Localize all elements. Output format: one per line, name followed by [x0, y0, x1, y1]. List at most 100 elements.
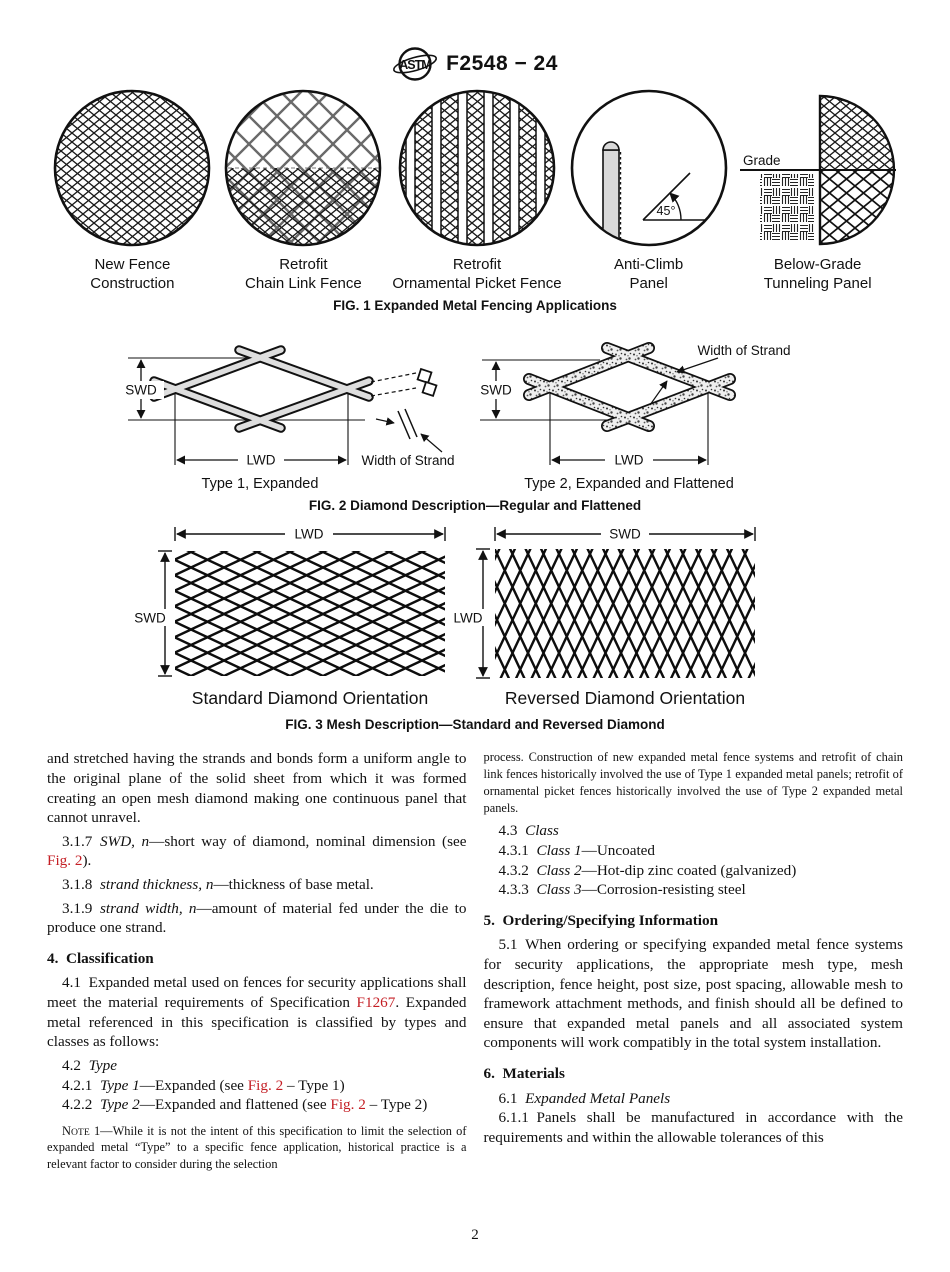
text-run: 5.1 When ordering or specifying expanded…: [483, 936, 904, 1052]
text-run: 4.2: [62, 1056, 89, 1074]
right-column: process. Construction of new expanded me…: [484, 749, 904, 1173]
width-of-strand-label: Width of Strand: [361, 453, 454, 468]
section-heading-6: 6. Materials: [484, 1064, 904, 1084]
diamond-description-diagram: SWD LWD Width of Strand Type 1, Expanded: [118, 342, 791, 492]
text-run: —Hot-dip zinc coated (galvanized): [581, 861, 797, 879]
text-run: Class 1: [536, 841, 582, 859]
anti-climb-illustration: 45°: [570, 89, 727, 247]
fig1-below-grade: Grade Below-Grade Tunneling Panel: [736, 88, 900, 293]
astm-logo-icon: ASTM: [393, 47, 438, 81]
type2-label: Type 2, Expanded and Flattened: [524, 476, 734, 492]
reference-link[interactable]: Fig. 2: [247, 1076, 284, 1094]
text-run: 6.1: [498, 1089, 526, 1107]
text-run: strand thickness, n: [99, 876, 214, 894]
paragraph: and stretched having the strands and bon…: [47, 749, 467, 827]
text-run: 1—While it is not the intent of this spe…: [47, 1123, 467, 1172]
text-run: . Expanded metal referenced in this spec…: [47, 994, 467, 1051]
angle-label: 45°: [656, 204, 675, 218]
text-run: —Expanded (see: [139, 1076, 248, 1094]
page-number: 2: [471, 1227, 479, 1243]
fig1-anti-climb: 45° Anti-Climb Panel: [569, 88, 729, 293]
paragraph-3-1-7: 3.1.7 SWD, n—short way of diamond, nomin…: [47, 832, 467, 871]
paragraph-4-2-1: 4.2.1 Type 1—Expanded (see Fig. 2 – Type…: [47, 1076, 467, 1096]
figure-2: SWD LWD Width of Strand Type 1, Expanded: [0, 325, 950, 497]
paragraph-3-1-9: 3.1.9 strand width, n—amount of material…: [47, 899, 467, 938]
figure-3: LWD SWD Standard Diamond Orientation SWD…: [0, 521, 950, 717]
fig1-label: Retrofit Chain Link Fence: [245, 256, 362, 293]
text-run: 4.3: [498, 822, 526, 840]
text-run: N: [62, 1123, 71, 1138]
paragraph-4-3-1: 4.3.1 Class 1—Uncoated: [484, 841, 904, 861]
new-fence-illustration: [54, 89, 211, 247]
paragraph-4-3-2: 4.3.2 Class 2—Hot-dip zinc coated (galva…: [484, 861, 904, 881]
paragraph-4-3: 4.3 Class: [484, 821, 904, 841]
text-run: —thickness of base metal.: [213, 876, 374, 894]
text-run: – Type 2): [365, 1096, 428, 1114]
text-run: 4.2.1: [62, 1076, 100, 1094]
text-run: 5. Ordering/Specifying Information: [483, 911, 719, 929]
text-run: OTE: [70, 1126, 90, 1138]
body-text: and stretched having the strands and bon…: [0, 749, 950, 1173]
swd-label: SWD: [609, 527, 641, 542]
fig1-label: Retrofit Ornamental Picket Fence: [392, 256, 562, 293]
chain-link-retrofit-illustration: [225, 89, 382, 247]
page-header: ASTM F2548 − 24: [0, 0, 950, 84]
paragraph-5-1: 5.1 When ordering or specifying expanded…: [484, 935, 904, 1053]
reference-link[interactable]: Fig. 2: [330, 1096, 366, 1114]
text-run: 4.3.2: [498, 861, 537, 879]
text-run: 4.3.3: [498, 881, 537, 899]
fig3-caption: FIG. 3 Mesh Description—Standard and Rev…: [285, 717, 665, 733]
reversed-orientation-label: Reversed Diamond Orientation: [505, 688, 745, 708]
fig1-picket-retrofit: Retrofit Ornamental Picket Fence: [392, 88, 562, 293]
text-run: —Uncoated: [581, 841, 656, 859]
text-run: ).: [82, 852, 92, 870]
text-run: process. Construction of new expanded me…: [483, 750, 904, 815]
fig1-label: Anti-Climb Panel: [614, 256, 684, 293]
fig1-label: New Fence Construction: [90, 256, 175, 293]
text-run: Expanded Metal Panels: [525, 1089, 671, 1107]
section-heading-5: 5. Ordering/Specifying Information: [484, 911, 904, 931]
text-run: SWD, n: [99, 832, 150, 850]
text-run: 6.1.1 Panels shall be manufactured in ac…: [483, 1109, 904, 1146]
lwd-label: LWD: [247, 453, 276, 468]
document-number: F2548 − 24: [446, 52, 558, 75]
text-run: – Type 1): [283, 1076, 345, 1094]
text-run: and stretched having the strands and bon…: [47, 750, 467, 827]
text-run: —amount of material fed under the die to…: [47, 899, 467, 937]
paragraph-4-1: 4.1 Expanded metal used on fences for se…: [47, 973, 467, 1051]
left-column: and stretched having the strands and bon…: [47, 749, 467, 1173]
paragraph-6-1-1: 6.1.1 Panels shall be manufactured in ac…: [484, 1108, 904, 1147]
fig1-caption: FIG. 1 Expanded Metal Fencing Applicatio…: [333, 298, 617, 314]
text-run: 3.1.8: [62, 876, 100, 894]
picket-retrofit-illustration: [398, 89, 556, 247]
reference-link[interactable]: Fig. 2: [47, 852, 83, 870]
paragraph-4-2-2: 4.2.2 Type 2—Expanded and flattened (see…: [47, 1095, 467, 1115]
lwd-label: LWD: [615, 453, 644, 468]
fig1-new-fence: New Fence Construction: [50, 88, 214, 293]
paragraph-4-3-3: 4.3.3 Class 3—Corrosion-resisting steel: [484, 880, 904, 900]
standard-orientation-label: Standard Diamond Orientation: [192, 688, 428, 708]
type1-label: Type 1, Expanded: [202, 476, 319, 492]
fig1-label: Below-Grade Tunneling Panel: [763, 256, 872, 293]
text-run: Class: [525, 822, 559, 840]
mesh-description-diagram: LWD SWD Standard Diamond Orientation SWD…: [127, 525, 756, 708]
lwd-label: LWD: [295, 527, 324, 542]
text-run: —Expanded and flattened (see: [139, 1096, 331, 1114]
swd-label: SWD: [480, 383, 512, 398]
text-run: Type 1: [99, 1076, 140, 1094]
fig2-caption: FIG. 2 Diamond Description—Regular and F…: [308, 498, 642, 514]
text-run: 4.3.1: [498, 841, 537, 859]
note-1-continued: process. Construction of new expanded me…: [484, 749, 904, 816]
lwd-label: LWD: [454, 611, 483, 626]
paragraph-6-1: 6.1 Expanded Metal Panels: [484, 1089, 904, 1109]
paragraph-3-1-8: 3.1.8 strand thickness, n—thickness of b…: [47, 875, 467, 895]
figure-1: New Fence Construction Retrofit Chain Link…: [0, 88, 950, 293]
text-run: 3.1.7: [62, 832, 100, 850]
text-run: —short way of diamond, nominal dimension…: [149, 832, 467, 850]
text-run: 4.2.2: [62, 1096, 100, 1114]
text-run: Class 3: [536, 881, 582, 899]
width-of-strand-label: Width of Strand: [697, 343, 790, 358]
reference-link[interactable]: F1267: [356, 994, 396, 1012]
below-grade-illustration: Grade: [739, 94, 896, 246]
